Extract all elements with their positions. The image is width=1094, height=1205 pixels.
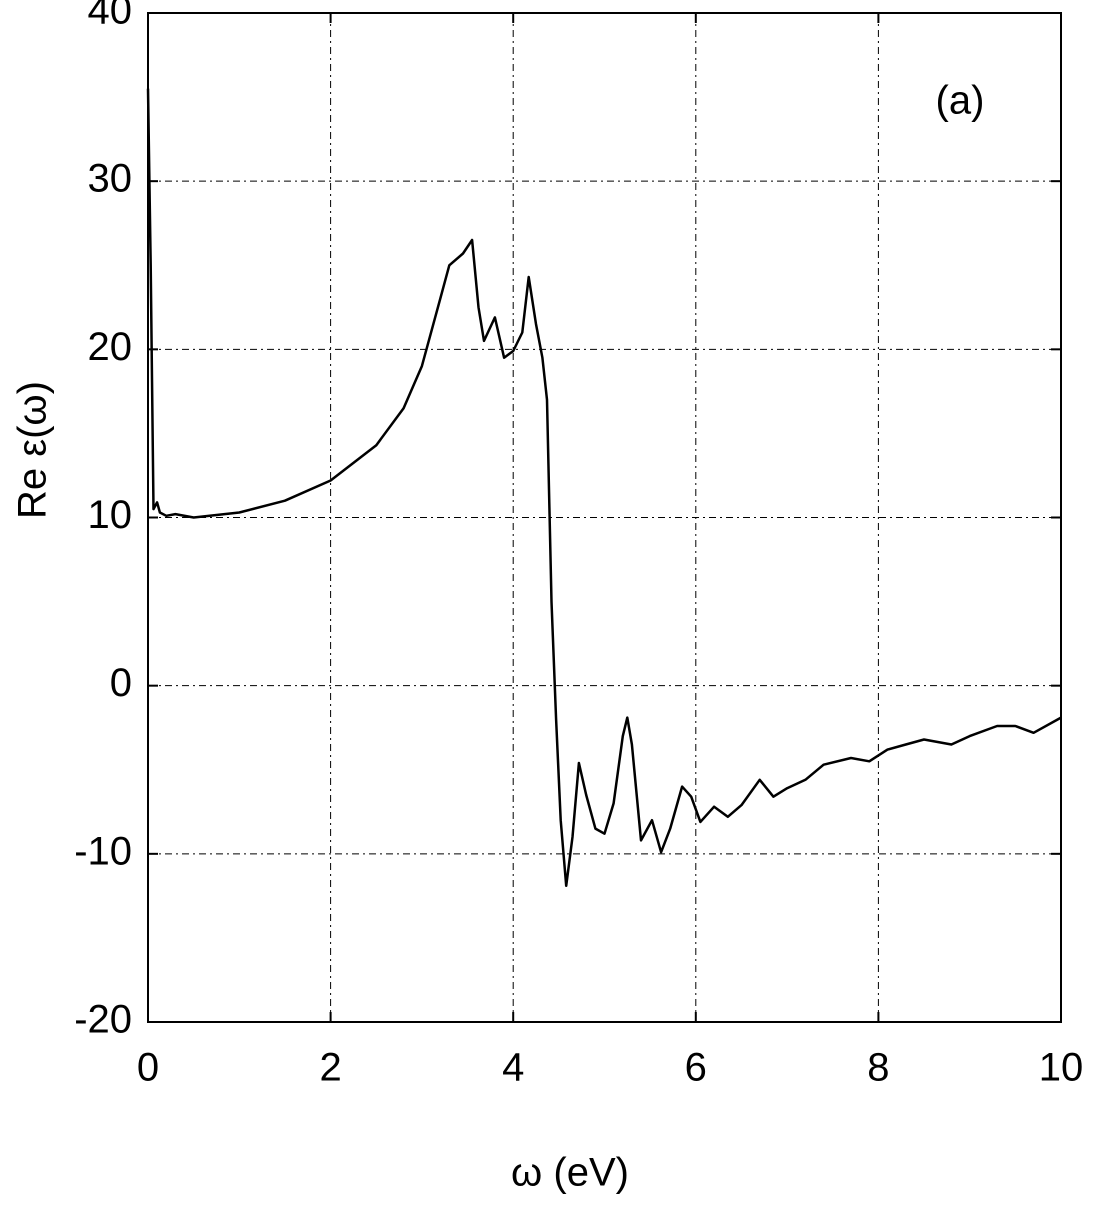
y-axis-label: Re ε(ω): [11, 381, 55, 519]
y-tick-label: -20: [74, 998, 132, 1042]
y-tick-label: 30: [88, 157, 133, 201]
annotation: (a): [936, 79, 985, 123]
x-axis-label: ω (eV): [511, 1151, 629, 1195]
y-tick-label: 20: [88, 325, 133, 369]
x-tick-label: 8: [867, 1046, 889, 1090]
x-tick-label: 6: [685, 1046, 707, 1090]
y-tick-label: 10: [88, 493, 133, 537]
x-tick-label: 0: [137, 1046, 159, 1090]
data-line: [146, 88, 1062, 888]
y-tick-label: 0: [110, 661, 132, 705]
x-tick-label: 10: [1039, 1046, 1084, 1090]
y-tick-label: -10: [74, 829, 132, 873]
y-tick-label: 40: [88, 0, 133, 33]
x-tick-label: 2: [319, 1046, 341, 1090]
plot-frame: [147, 12, 1062, 1023]
x-tick-label: 4: [502, 1046, 524, 1090]
